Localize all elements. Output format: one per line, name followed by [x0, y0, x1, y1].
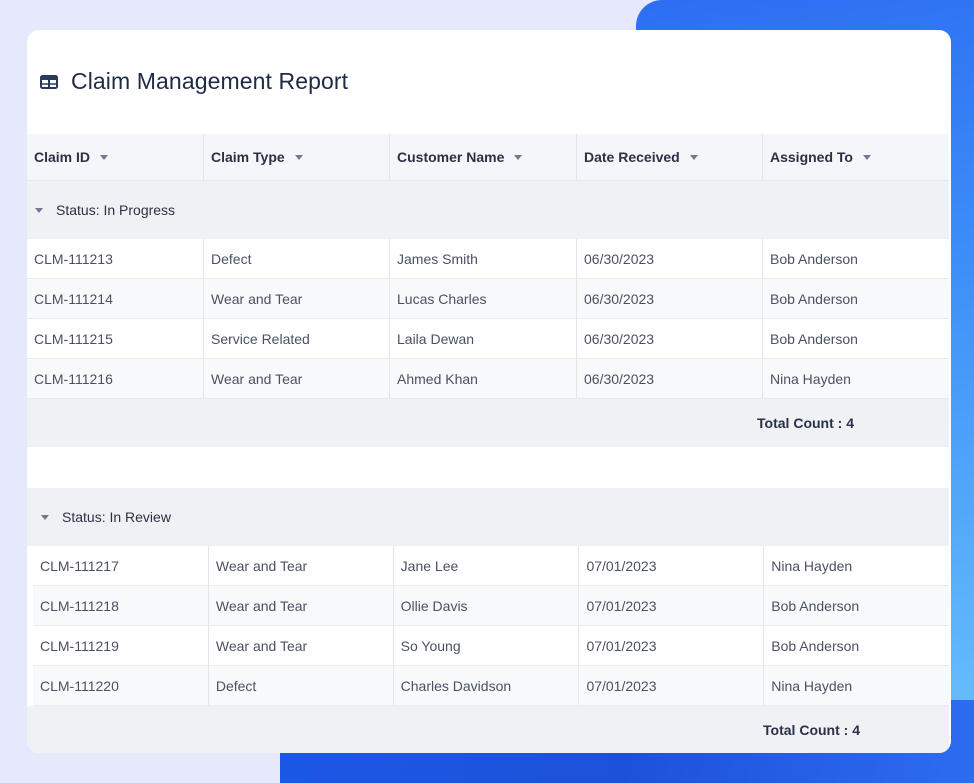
chevron-down-icon[interactable]	[294, 154, 303, 160]
cell-customer-name: Jane Lee	[394, 546, 580, 585]
column-header-label: Date Received	[584, 149, 680, 165]
cell-date-received: 07/01/2023	[579, 626, 765, 665]
group-spacer	[27, 447, 949, 488]
cell-customer-name: So Young	[394, 626, 580, 665]
group-label: Status: In Progress	[56, 202, 176, 218]
column-header-claim-type[interactable]: Claim Type	[204, 134, 390, 180]
column-header-label: Customer Name	[397, 149, 505, 165]
cell-customer-name: James Smith	[390, 239, 577, 278]
cell-claim-type: Wear and Tear	[204, 359, 390, 398]
cell-claim-type: Wear and Tear	[209, 626, 394, 665]
group-row-in-progress[interactable]: Status: In Progress	[27, 181, 949, 239]
group-total-count: Total Count : 4	[757, 415, 854, 431]
table-icon	[40, 74, 58, 89]
cell-assigned-to: Nina Hayden	[770, 370, 851, 387]
report-card: Claim Management Report Claim ID Claim T…	[27, 30, 951, 753]
cell-assigned-to: Bob Anderson	[771, 597, 860, 614]
table-row[interactable]: CLM-111219 Wear and Tear So Young 07/01/…	[33, 626, 949, 666]
table-row[interactable]: CLM-111216 Wear and Tear Ahmed Khan 06/3…	[27, 359, 949, 399]
cell-claim-type: Service Related	[204, 319, 390, 358]
cell-date-received: 06/30/2023	[577, 319, 763, 358]
cell-date-received: 06/30/2023	[577, 359, 763, 398]
cell-claim-id: CLM-111220	[33, 666, 209, 705]
column-header-label: Claim ID	[34, 149, 91, 165]
group-total-row: Total Count : 4	[27, 706, 949, 753]
cell-claim-id: CLM-111215	[27, 319, 204, 358]
table-row[interactable]: CLM-111214 Wear and Tear Lucas Charles 0…	[27, 279, 949, 319]
chevron-down-icon[interactable]	[689, 154, 698, 160]
cell-claim-id: CLM-111219	[33, 626, 209, 665]
group-label: Status: In Review	[62, 509, 171, 525]
cell-claim-id: CLM-111218	[33, 586, 209, 625]
table-row[interactable]: CLM-111218 Wear and Tear Ollie Davis 07/…	[33, 586, 949, 626]
cell-claim-type: Wear and Tear	[204, 279, 390, 318]
cell-customer-name: Laila Dewan	[390, 319, 577, 358]
group-total-count: Total Count : 4	[763, 722, 860, 738]
cell-claim-id: CLM-111214	[27, 279, 204, 318]
column-header-claim-id[interactable]: Claim ID	[27, 134, 204, 180]
cell-customer-name: Ollie Davis	[394, 586, 580, 625]
column-header-label: Assigned To	[770, 149, 853, 165]
cell-claim-id: CLM-111216	[27, 359, 204, 398]
column-header-assigned-to[interactable]: Assigned To	[763, 134, 949, 180]
cell-assigned-to: Bob Anderson	[771, 637, 860, 654]
report-header: Claim Management Report	[40, 68, 348, 95]
cell-claim-type: Defect	[209, 666, 394, 705]
cell-date-received: 06/30/2023	[577, 279, 763, 318]
cell-claim-id: CLM-111217	[33, 546, 209, 585]
claims-grid: Claim ID Claim Type Customer Name Date R…	[27, 134, 949, 753]
group-row-in-review[interactable]: Status: In Review	[27, 488, 949, 546]
cell-assigned-to: Bob Anderson	[770, 330, 858, 347]
cell-claim-type: Defect	[204, 239, 390, 278]
cell-customer-name: Charles Davidson	[394, 666, 580, 705]
chevron-down-icon[interactable]	[862, 154, 871, 160]
column-header-date-received[interactable]: Date Received	[577, 134, 763, 180]
cell-date-received: 06/30/2023	[577, 239, 763, 278]
table-row[interactable]: CLM-111215 Service Related Laila Dewan 0…	[27, 319, 949, 359]
cell-assigned-to: Nina Hayden	[771, 677, 853, 694]
cell-customer-name: Lucas Charles	[390, 279, 577, 318]
caret-down-icon[interactable]	[35, 207, 43, 213]
cell-claim-id: CLM-111213	[27, 239, 204, 278]
column-header-customer-name[interactable]: Customer Name	[390, 134, 577, 180]
chevron-down-icon[interactable]	[100, 154, 109, 160]
cell-assigned-to: Bob Anderson	[770, 250, 858, 267]
cell-claim-type: Wear and Tear	[209, 546, 394, 585]
table-row[interactable]: CLM-111217 Wear and Tear Jane Lee 07/01/…	[33, 546, 949, 586]
cell-date-received: 07/01/2023	[579, 546, 765, 585]
cell-assigned-to: Bob Anderson	[770, 290, 858, 307]
cell-claim-type: Wear and Tear	[209, 586, 394, 625]
cell-assigned-to: Nina Hayden	[771, 557, 853, 574]
table-row[interactable]: CLM-111213 Defect James Smith 06/30/2023…	[27, 239, 949, 279]
table-row[interactable]: CLM-111220 Defect Charles Davidson 07/01…	[33, 666, 949, 706]
column-header-label: Claim Type	[211, 149, 285, 165]
page-title: Claim Management Report	[71, 68, 349, 94]
group-total-row: Total Count : 4	[27, 399, 949, 447]
cell-date-received: 07/01/2023	[579, 586, 765, 625]
cell-customer-name: Ahmed Khan	[390, 359, 577, 398]
cell-date-received: 07/01/2023	[579, 666, 765, 705]
chevron-down-icon[interactable]	[514, 154, 523, 160]
caret-down-icon[interactable]	[41, 514, 49, 520]
grid-header: Claim ID Claim Type Customer Name Date R…	[27, 134, 949, 181]
